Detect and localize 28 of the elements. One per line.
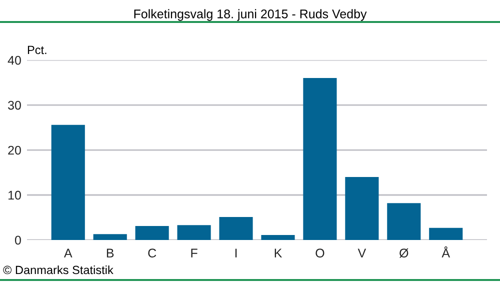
x-tick-label: B bbox=[106, 248, 114, 258]
bar bbox=[345, 177, 379, 240]
bar bbox=[177, 225, 211, 240]
y-tick-label: 30 bbox=[8, 100, 21, 110]
x-tick-label: K bbox=[274, 248, 282, 258]
bar bbox=[261, 235, 295, 240]
chart-title: Folketingsvalg 18. juni 2015 - Ruds Vedby bbox=[134, 9, 367, 21]
x-tick-label: O bbox=[316, 248, 324, 258]
bar bbox=[93, 234, 127, 240]
bar bbox=[135, 226, 169, 240]
bar bbox=[51, 124, 85, 240]
y-tick-label: 40 bbox=[8, 56, 21, 65]
bar bbox=[303, 78, 337, 240]
x-tick-label: A bbox=[64, 248, 72, 258]
x-tick-label: V bbox=[358, 248, 366, 258]
text: © Danmarks Statistik bbox=[3, 265, 114, 274]
x-tick-label: Ø bbox=[399, 248, 408, 258]
y-axis-title: Pct. bbox=[28, 46, 46, 54]
x-tick-label: C bbox=[148, 248, 156, 258]
bar bbox=[387, 203, 421, 240]
bar bbox=[219, 217, 253, 240]
x-tick-label: Å bbox=[442, 246, 450, 258]
y-tick-label: 0 bbox=[14, 236, 21, 245]
bar bbox=[429, 228, 463, 240]
y-tick-label: 10 bbox=[8, 190, 21, 200]
x-tick-label: I bbox=[235, 248, 237, 258]
y-tick-label: 20 bbox=[8, 146, 21, 155]
x-tick-label: F bbox=[191, 248, 198, 258]
